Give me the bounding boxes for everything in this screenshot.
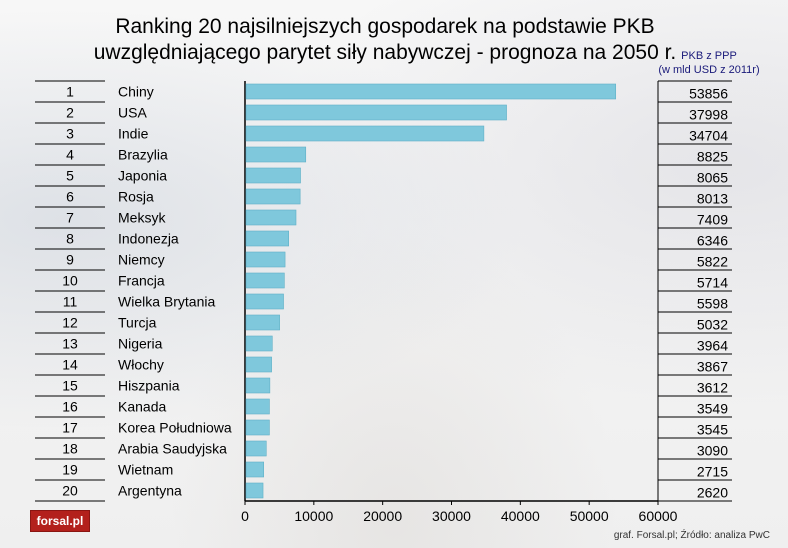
rank-label: 2 xyxy=(66,105,74,121)
value-label: 34704 xyxy=(689,128,728,144)
rank-label: 5 xyxy=(66,168,74,184)
bar xyxy=(245,188,301,205)
rank-label: 15 xyxy=(62,378,78,394)
bar xyxy=(245,104,507,121)
category-label: Chiny xyxy=(118,84,154,100)
value-label: 3090 xyxy=(697,443,728,459)
bar xyxy=(245,419,270,436)
forsal-logo: forsal.pl xyxy=(30,510,90,532)
value-label: 5032 xyxy=(697,317,728,333)
rank-label: 1 xyxy=(66,84,74,100)
bar xyxy=(245,461,264,478)
value-label: 5598 xyxy=(697,296,728,312)
x-tick-label: 30000 xyxy=(432,508,471,524)
chart-title: Ranking 20 najsilniejszych gospodarek na… xyxy=(0,14,770,66)
bar xyxy=(245,125,485,142)
value-label: 8013 xyxy=(697,191,728,207)
value-label: 8065 xyxy=(697,170,728,186)
chart-title-line-1: Ranking 20 najsilniejszych gospodarek na… xyxy=(115,15,655,38)
bar xyxy=(245,482,264,499)
category-label: Nigeria xyxy=(118,336,163,352)
category-label: USA xyxy=(118,105,147,121)
rank-label: 17 xyxy=(62,420,78,436)
value-label: 3964 xyxy=(697,338,728,354)
value-label: 5822 xyxy=(697,254,728,270)
unit-note: PKB z PPP (w mld USD z 2011r) xyxy=(650,49,768,77)
rank-label: 6 xyxy=(66,189,74,205)
x-tick-label: 20000 xyxy=(363,508,402,524)
value-label: 7409 xyxy=(697,212,728,228)
rank-label: 12 xyxy=(62,315,78,331)
unit-note-line-2: (w mld USD z 2011r) xyxy=(658,64,760,76)
rank-label: 18 xyxy=(62,441,78,457)
source-note: graf. Forsal.pl; Źródło: analiza PwC xyxy=(613,530,770,541)
rank-label: 11 xyxy=(63,294,78,310)
x-tick-label: 40000 xyxy=(501,508,540,524)
value-label: 3549 xyxy=(697,401,728,417)
bar xyxy=(245,251,286,268)
category-label: Korea Południowa xyxy=(118,420,232,436)
category-label: Arabia Saudyjska xyxy=(118,441,227,457)
value-label: 3612 xyxy=(697,380,728,396)
rank-label: 13 xyxy=(62,336,78,352)
category-label: Japonia xyxy=(118,168,167,184)
category-label: Niemcy xyxy=(118,252,165,268)
bar xyxy=(245,314,280,331)
rank-label: 20 xyxy=(62,483,78,499)
bar xyxy=(245,146,307,163)
value-label: 53856 xyxy=(689,86,728,102)
category-label: Brazylia xyxy=(118,147,168,163)
rank-label: 14 xyxy=(62,357,78,373)
value-label: 3545 xyxy=(697,422,728,438)
bar xyxy=(245,167,301,184)
category-label: Meksyk xyxy=(118,210,166,226)
value-label: 8825 xyxy=(697,149,728,165)
rank-label: 4 xyxy=(66,147,74,163)
category-label: Turcja xyxy=(118,315,157,331)
chart-title-line-2: uwzględniającego parytet siły nabywczej … xyxy=(93,41,677,64)
unit-note-line-1: PKB z PPP xyxy=(681,50,737,62)
category-label: Wietnam xyxy=(118,462,173,478)
category-label: Indonezja xyxy=(118,231,179,247)
bar xyxy=(245,398,270,415)
x-tick-label: 10000 xyxy=(294,508,333,524)
rank-label: 3 xyxy=(66,126,74,142)
value-label: 2620 xyxy=(697,485,728,501)
value-label: 5714 xyxy=(697,275,728,291)
bar xyxy=(245,293,284,310)
bar xyxy=(245,230,289,247)
value-label: 2715 xyxy=(697,464,728,480)
rank-label: 10 xyxy=(62,273,78,289)
rank-label: 9 xyxy=(66,252,74,268)
value-label: 3867 xyxy=(697,359,728,375)
bar xyxy=(245,335,273,352)
rank-label: 19 xyxy=(62,462,78,478)
rank-label: 16 xyxy=(62,399,78,415)
category-label: Francja xyxy=(118,273,165,289)
x-tick-label: 0 xyxy=(241,508,249,524)
bar xyxy=(245,356,272,373)
bar xyxy=(245,209,297,226)
x-tick-label: 60000 xyxy=(639,508,678,524)
category-label: Hiszpania xyxy=(118,378,180,394)
bar xyxy=(245,377,271,394)
category-label: Rosja xyxy=(118,189,154,205)
category-label: Wielka Brytania xyxy=(118,294,215,310)
category-label: Indie xyxy=(118,126,149,142)
bar xyxy=(245,83,617,100)
category-label: Włochy xyxy=(118,357,164,373)
category-label: Argentyna xyxy=(118,483,182,499)
bar xyxy=(245,272,285,289)
value-label: 6346 xyxy=(697,233,728,249)
category-label: Kanada xyxy=(118,399,166,415)
rank-label: 8 xyxy=(66,231,74,247)
value-label: 37998 xyxy=(689,107,728,123)
x-tick-label: 50000 xyxy=(570,508,609,524)
bar xyxy=(245,440,267,457)
rank-label: 7 xyxy=(66,210,74,226)
